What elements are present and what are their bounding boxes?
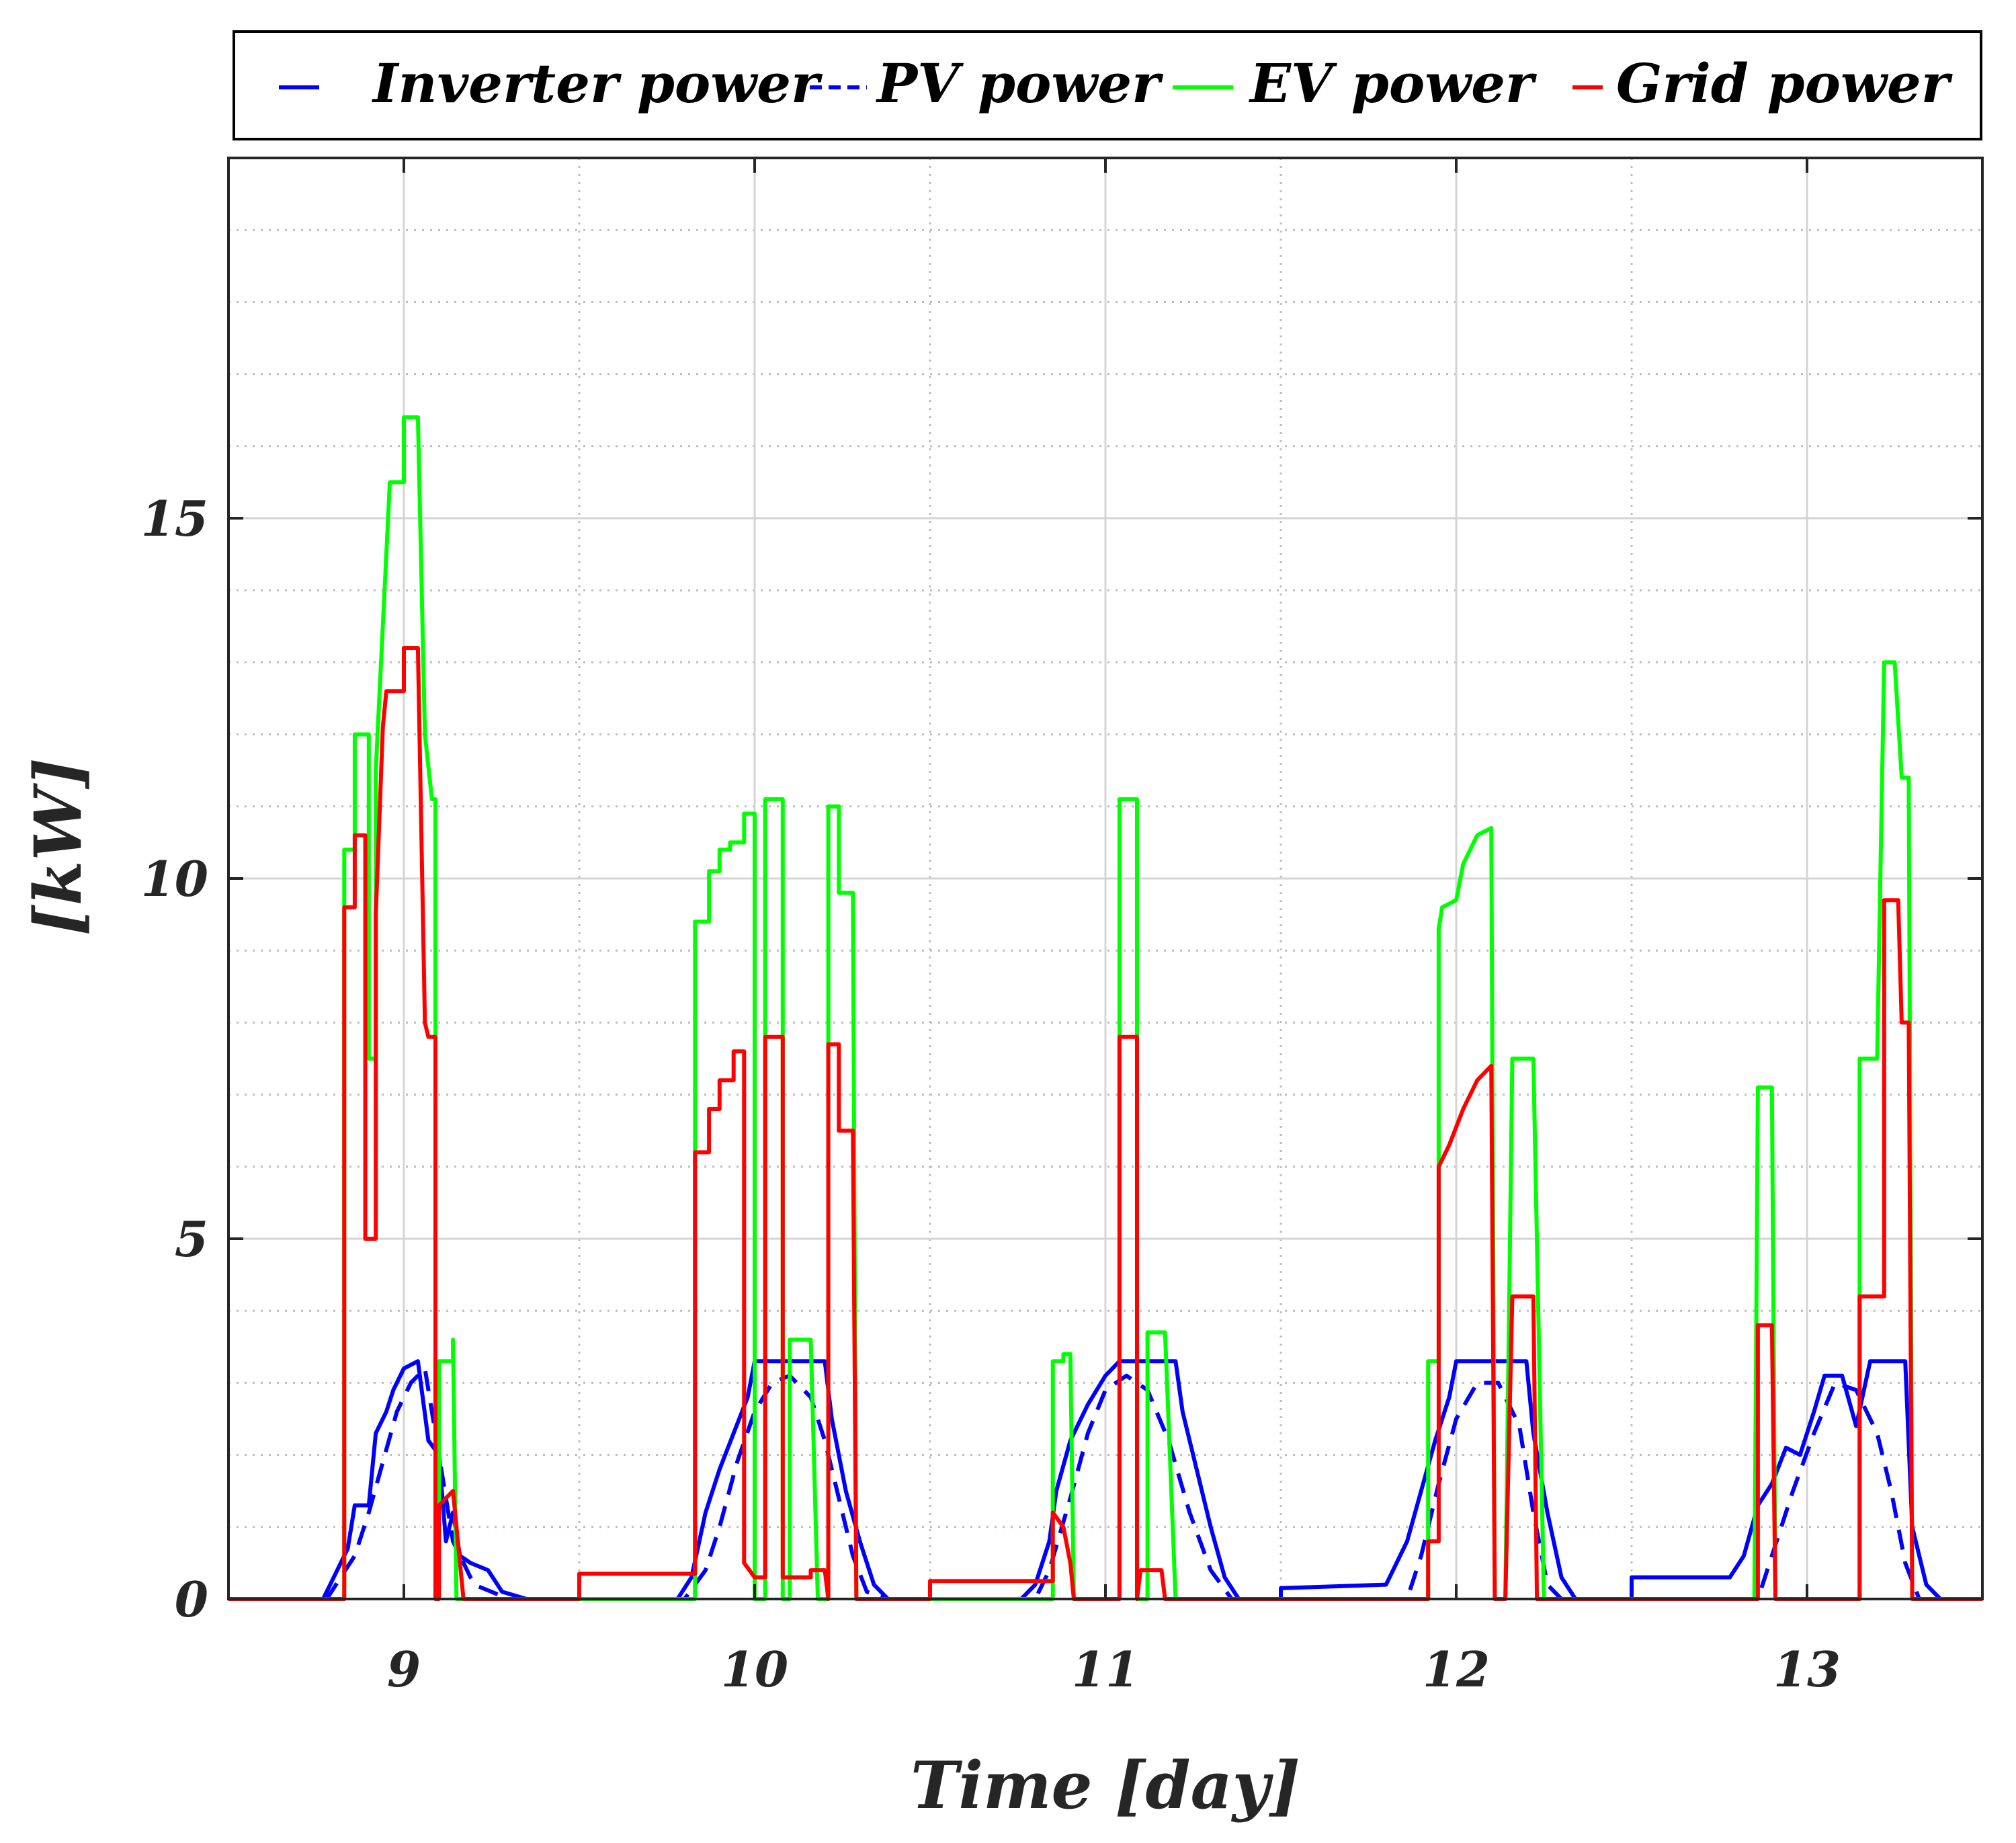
legend-label-pv: PV power <box>876 52 1163 115</box>
series-line-grid <box>228 646 1982 1601</box>
y-tick-label: 10 <box>141 850 208 907</box>
legend: Inverter power PV power EV power Grid po… <box>233 30 1982 140</box>
x-tick-label: 11 <box>1072 1641 1139 1698</box>
y-tick-label: 5 <box>175 1211 208 1268</box>
y-tick-label: 15 <box>141 490 208 547</box>
x-tick-label: 13 <box>1773 1641 1841 1698</box>
legend-entry-pv: PV power <box>810 52 1163 115</box>
legend-entry-inverter: Inverter power <box>279 52 823 115</box>
x-tick-label: 12 <box>1423 1641 1490 1698</box>
legend-box <box>233 30 1982 140</box>
series-layer <box>228 415 1982 1601</box>
major-grid <box>228 158 1982 1599</box>
x-axis-label: Time [day] <box>911 1748 1300 1824</box>
y-axis-label: [kW] <box>20 757 96 936</box>
x-tick-label: 10 <box>721 1641 788 1698</box>
series-line-ev <box>228 415 1982 1601</box>
legend-label-inverter: Inverter power <box>372 52 823 115</box>
minor-grid <box>227 158 1984 1599</box>
legend-label-ev: EV power <box>1249 52 1537 115</box>
x-tick-label: 9 <box>387 1641 421 1698</box>
series-line-pv <box>228 1366 1982 1601</box>
legend-label-grid: Grid power <box>1616 52 1953 115</box>
y-tick-label: 0 <box>175 1571 208 1628</box>
legend-entry-ev: EV power <box>1173 52 1537 115</box>
ticks: 9 10 11 12 13 0 5 10 15 <box>141 158 1982 1698</box>
legend-entry-grid: Grid power <box>1572 52 1953 115</box>
